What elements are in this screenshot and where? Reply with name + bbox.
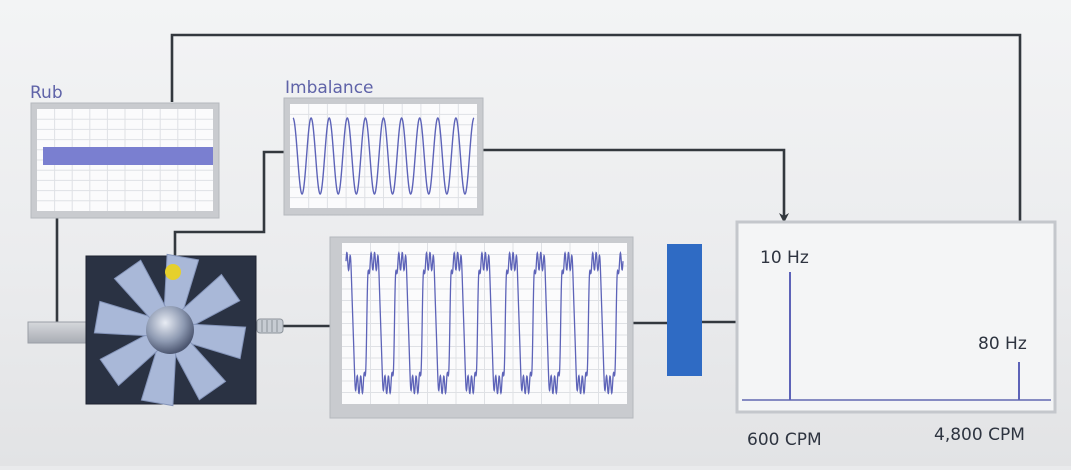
imbalance-to-machine-line [173,150,284,256]
x-axis-4800cpm-label: 4,800 CPM [934,425,1025,445]
imbalance-marker-dot [165,264,181,280]
x-axis-600cpm-label: 600 CPM [747,430,822,450]
peak-80hz-label: 80 Hz [978,334,1027,354]
combined-waveform-signal [345,250,624,396]
fan-rotor-icon [27,253,284,407]
rub-label: Rub [30,83,63,103]
rub-to-spectrum-arrow [170,33,1025,309]
vibration-sensor-icon [256,318,284,334]
combined-waveform-plot [329,236,634,419]
imbalance-sine-wave [292,117,475,195]
fan-hub [146,306,194,354]
imbalance-plot [283,97,484,216]
connection-lines [55,33,1025,328]
spectrum-plot: 10 Hz 80 Hz [735,220,1057,414]
imbalance-to-spectrum-arrow [482,148,789,223]
rub-plot [30,102,220,219]
peak-10hz-label: 10 Hz [760,248,809,268]
rub-signal-band [43,147,213,165]
imbalance-label: Imbalance [285,78,374,98]
motor-shaft [27,321,93,344]
filter-block-icon [667,244,702,376]
